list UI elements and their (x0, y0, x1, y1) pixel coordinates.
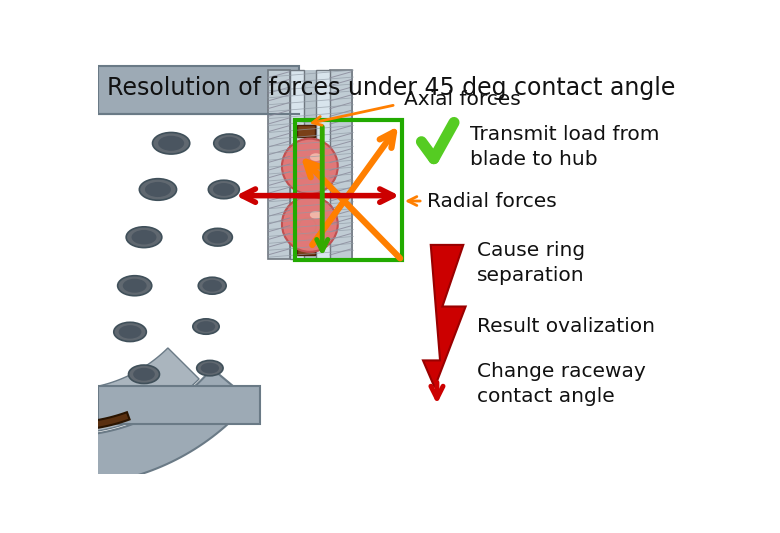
Bar (268, 70, 353, 259)
Ellipse shape (208, 180, 239, 199)
Text: Cause ring
separation: Cause ring separation (477, 240, 585, 285)
Text: Radial forces: Radial forces (427, 191, 557, 211)
Bar (289, 70, 303, 259)
Bar (297, 243, 314, 255)
Text: Change raceway
contact angle: Change raceway contact angle (477, 361, 646, 406)
Text: Axial forces: Axial forces (403, 90, 520, 109)
Ellipse shape (310, 154, 322, 161)
Ellipse shape (140, 179, 176, 200)
Ellipse shape (203, 228, 232, 246)
Ellipse shape (214, 134, 245, 152)
Ellipse shape (153, 133, 190, 154)
Bar (316, 70, 330, 259)
Ellipse shape (197, 360, 223, 376)
Ellipse shape (193, 319, 219, 334)
Ellipse shape (126, 227, 161, 248)
Ellipse shape (145, 182, 171, 197)
Bar (268, 70, 289, 259)
Ellipse shape (197, 321, 215, 332)
Ellipse shape (122, 279, 147, 293)
Bar (98, 386, 261, 424)
Bar (98, 66, 299, 114)
Circle shape (282, 139, 338, 194)
Polygon shape (0, 368, 250, 486)
Ellipse shape (132, 230, 157, 245)
Polygon shape (0, 348, 199, 433)
Ellipse shape (114, 322, 147, 342)
Ellipse shape (218, 137, 240, 150)
Ellipse shape (118, 276, 152, 296)
Ellipse shape (203, 280, 222, 292)
Ellipse shape (119, 325, 141, 338)
Ellipse shape (198, 277, 226, 294)
Bar (297, 125, 314, 137)
Ellipse shape (129, 365, 159, 384)
Ellipse shape (310, 211, 322, 219)
Ellipse shape (207, 231, 228, 244)
Bar (330, 70, 352, 259)
Ellipse shape (213, 183, 235, 196)
Polygon shape (0, 391, 129, 431)
Ellipse shape (133, 368, 155, 381)
Ellipse shape (200, 363, 219, 374)
Text: Result ovalization: Result ovalization (477, 317, 655, 336)
Bar (295, 120, 402, 260)
Polygon shape (423, 245, 466, 387)
Circle shape (282, 196, 338, 252)
Text: Transmit load from
blade to hub: Transmit load from blade to hub (470, 125, 659, 169)
Ellipse shape (158, 136, 184, 151)
Text: Resolution of forces under 45 deg contact angle: Resolution of forces under 45 deg contac… (107, 76, 675, 100)
